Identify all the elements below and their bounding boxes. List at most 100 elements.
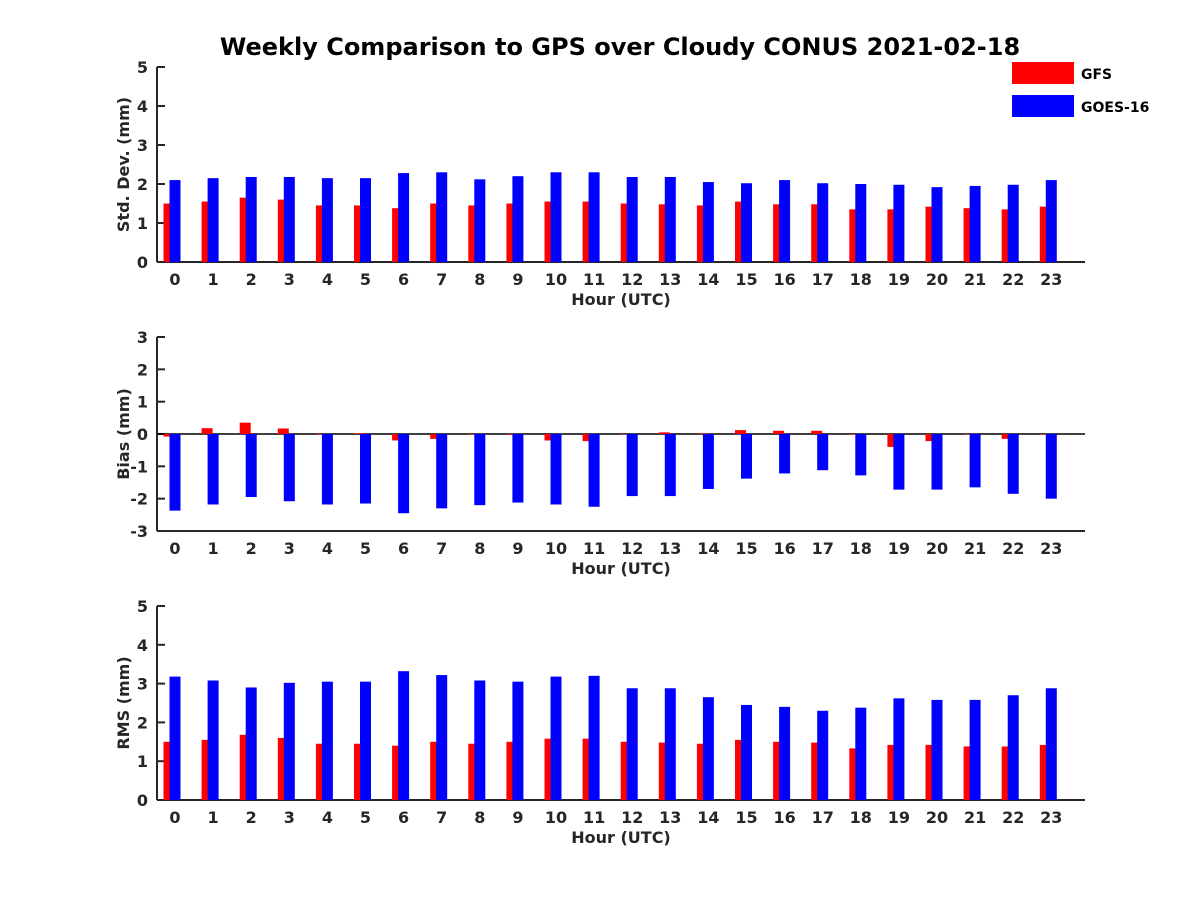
bias-x-tick-label: 9 <box>512 539 523 558</box>
bias-x-tick-label: 16 <box>773 539 795 558</box>
bias-bar-goes16-10 <box>550 434 562 505</box>
rms-x-tick-label: 9 <box>512 808 523 827</box>
rms-x-tick-label: 1 <box>208 808 219 827</box>
rms-x-tick-label: 22 <box>1002 808 1024 827</box>
bias-bar-gfs-7 <box>430 434 442 439</box>
rms-bar-goes16-10 <box>550 676 562 800</box>
rms-y-tick-label: 1 <box>137 752 148 771</box>
rms-bar-goes16-19 <box>893 698 905 800</box>
std-dev-bar-gfs-10 <box>544 201 556 262</box>
std-dev-x-tick-label: 4 <box>322 270 333 289</box>
std-dev-bar-goes16-3 <box>283 176 295 262</box>
rms-bar-gfs-22 <box>1001 746 1013 800</box>
rms-bar-gfs-10 <box>544 738 556 800</box>
bias-bar-goes16-17 <box>817 434 829 471</box>
bias-y-axis-label: Bias (mm) <box>114 388 133 480</box>
std-dev-bar-gfs-16 <box>773 204 785 262</box>
legend-label-gfs: GFS <box>1081 67 1112 83</box>
std-dev-y-tick-label: 5 <box>137 58 148 77</box>
std-dev-x-tick-label: 20 <box>926 270 948 289</box>
std-dev-bar-gfs-14 <box>696 205 708 262</box>
bias-x-tick-label: 7 <box>436 539 447 558</box>
std-dev-x-tick-label: 6 <box>398 270 409 289</box>
legend: GFS GOES-16 <box>1012 62 1149 117</box>
bias-bar-goes16-11 <box>588 434 600 507</box>
rms-bar-goes16-15 <box>741 704 752 800</box>
bias-bar-goes16-7 <box>436 434 448 509</box>
bias-x-tick-label: 3 <box>284 539 295 558</box>
std-dev-bar-goes16-8 <box>474 179 486 262</box>
rms-x-tick-label: 2 <box>246 808 257 827</box>
bias-bar-goes16-0 <box>169 434 181 511</box>
rms-bar-goes16-4 <box>321 681 333 800</box>
rms-x-tick-label: 21 <box>964 808 986 827</box>
std-dev-y-tick-label: 0 <box>137 253 148 272</box>
bias-bar-gfs-6 <box>392 434 404 441</box>
rms-y-axis-label: RMS (mm) <box>114 656 133 749</box>
std-dev-bar-goes16-5 <box>360 178 371 262</box>
rms-bar-goes16-17 <box>817 710 829 800</box>
bias-bar-gfs-18 <box>849 434 861 435</box>
rms-bar-gfs-2 <box>239 734 251 800</box>
bias-bar-goes16-9 <box>512 434 524 503</box>
std-dev-x-tick-label: 22 <box>1002 270 1024 289</box>
bias-bar-gfs-1 <box>201 428 213 434</box>
bias-x-tick-label: 13 <box>659 539 681 558</box>
rms-bar-goes16-7 <box>436 675 448 800</box>
rms-bar-gfs-12 <box>620 741 632 800</box>
rms-bar-gfs-8 <box>468 743 480 800</box>
bias-bar-goes16-19 <box>893 434 905 490</box>
rms-bar-goes16-8 <box>474 680 486 800</box>
rms-bar-gfs-15 <box>735 739 746 800</box>
rms-x-tick-label: 5 <box>360 808 371 827</box>
rms-x-tick-label: 15 <box>735 808 757 827</box>
std-dev-bar-gfs-11 <box>582 201 594 262</box>
std-dev-bar-gfs-1 <box>201 201 213 262</box>
rms-bar-goes16-23 <box>1045 688 1057 800</box>
std-dev-bar-gfs-15 <box>735 201 746 262</box>
rms-bar-gfs-3 <box>277 737 289 800</box>
rms-x-tick-label: 8 <box>474 808 485 827</box>
std-dev-bar-goes16-23 <box>1045 180 1057 262</box>
bias-x-tick-label: 17 <box>812 539 834 558</box>
rms-x-tick-label: 20 <box>926 808 948 827</box>
bias-x-tick-label: 6 <box>398 539 409 558</box>
bias-bar-gfs-19 <box>887 434 899 447</box>
std-dev-bar-gfs-17 <box>811 204 823 262</box>
std-dev-x-tick-label: 15 <box>735 270 757 289</box>
rms-x-tick-label: 16 <box>773 808 795 827</box>
rms-bar-goes16-12 <box>626 688 638 800</box>
std-dev-x-tick-label: 8 <box>474 270 485 289</box>
std-dev-y-axis-label: Std. Dev. (mm) <box>114 97 133 232</box>
rms-bar-goes16-6 <box>398 671 410 800</box>
rms-bar-gfs-18 <box>849 748 861 800</box>
std-dev-bar-goes16-12 <box>626 176 638 262</box>
bias-bar-gfs-9 <box>506 434 518 435</box>
bias-bar-goes16-8 <box>474 434 486 506</box>
std-dev-bar-goes16-17 <box>817 183 829 262</box>
rms-bar-goes16-21 <box>969 699 981 800</box>
std-dev-bar-goes16-20 <box>931 187 943 262</box>
bias-x-tick-label: 10 <box>545 539 567 558</box>
bias-bar-goes16-2 <box>245 434 257 498</box>
rms-bar-gfs-20 <box>925 744 937 800</box>
std-dev-bar-goes16-13 <box>664 176 676 262</box>
std-dev-bar-goes16-6 <box>398 173 410 262</box>
rms-y-tick-label: 3 <box>137 675 148 694</box>
bias-bar-gfs-16 <box>773 430 785 434</box>
bias-bar-gfs-21 <box>963 434 975 435</box>
bias-x-tick-label: 18 <box>850 539 872 558</box>
std-dev-bar-goes16-2 <box>245 176 257 262</box>
legend-swatch-goes16 <box>1012 95 1074 117</box>
std-dev-y-tick-label: 4 <box>137 97 148 116</box>
bias-bar-gfs-23 <box>1039 434 1051 435</box>
std-dev-bar-gfs-0 <box>163 203 175 262</box>
std-dev-bar-goes16-10 <box>550 172 562 262</box>
bias-bar-goes16-16 <box>779 434 791 474</box>
rms-bar-gfs-11 <box>582 738 594 800</box>
rms-y-tick-label: 4 <box>137 636 148 655</box>
std-dev-bar-gfs-5 <box>354 205 365 262</box>
std-dev-x-axis-label: Hour (UTC) <box>571 290 671 309</box>
bias-bar-gfs-5 <box>354 433 365 434</box>
